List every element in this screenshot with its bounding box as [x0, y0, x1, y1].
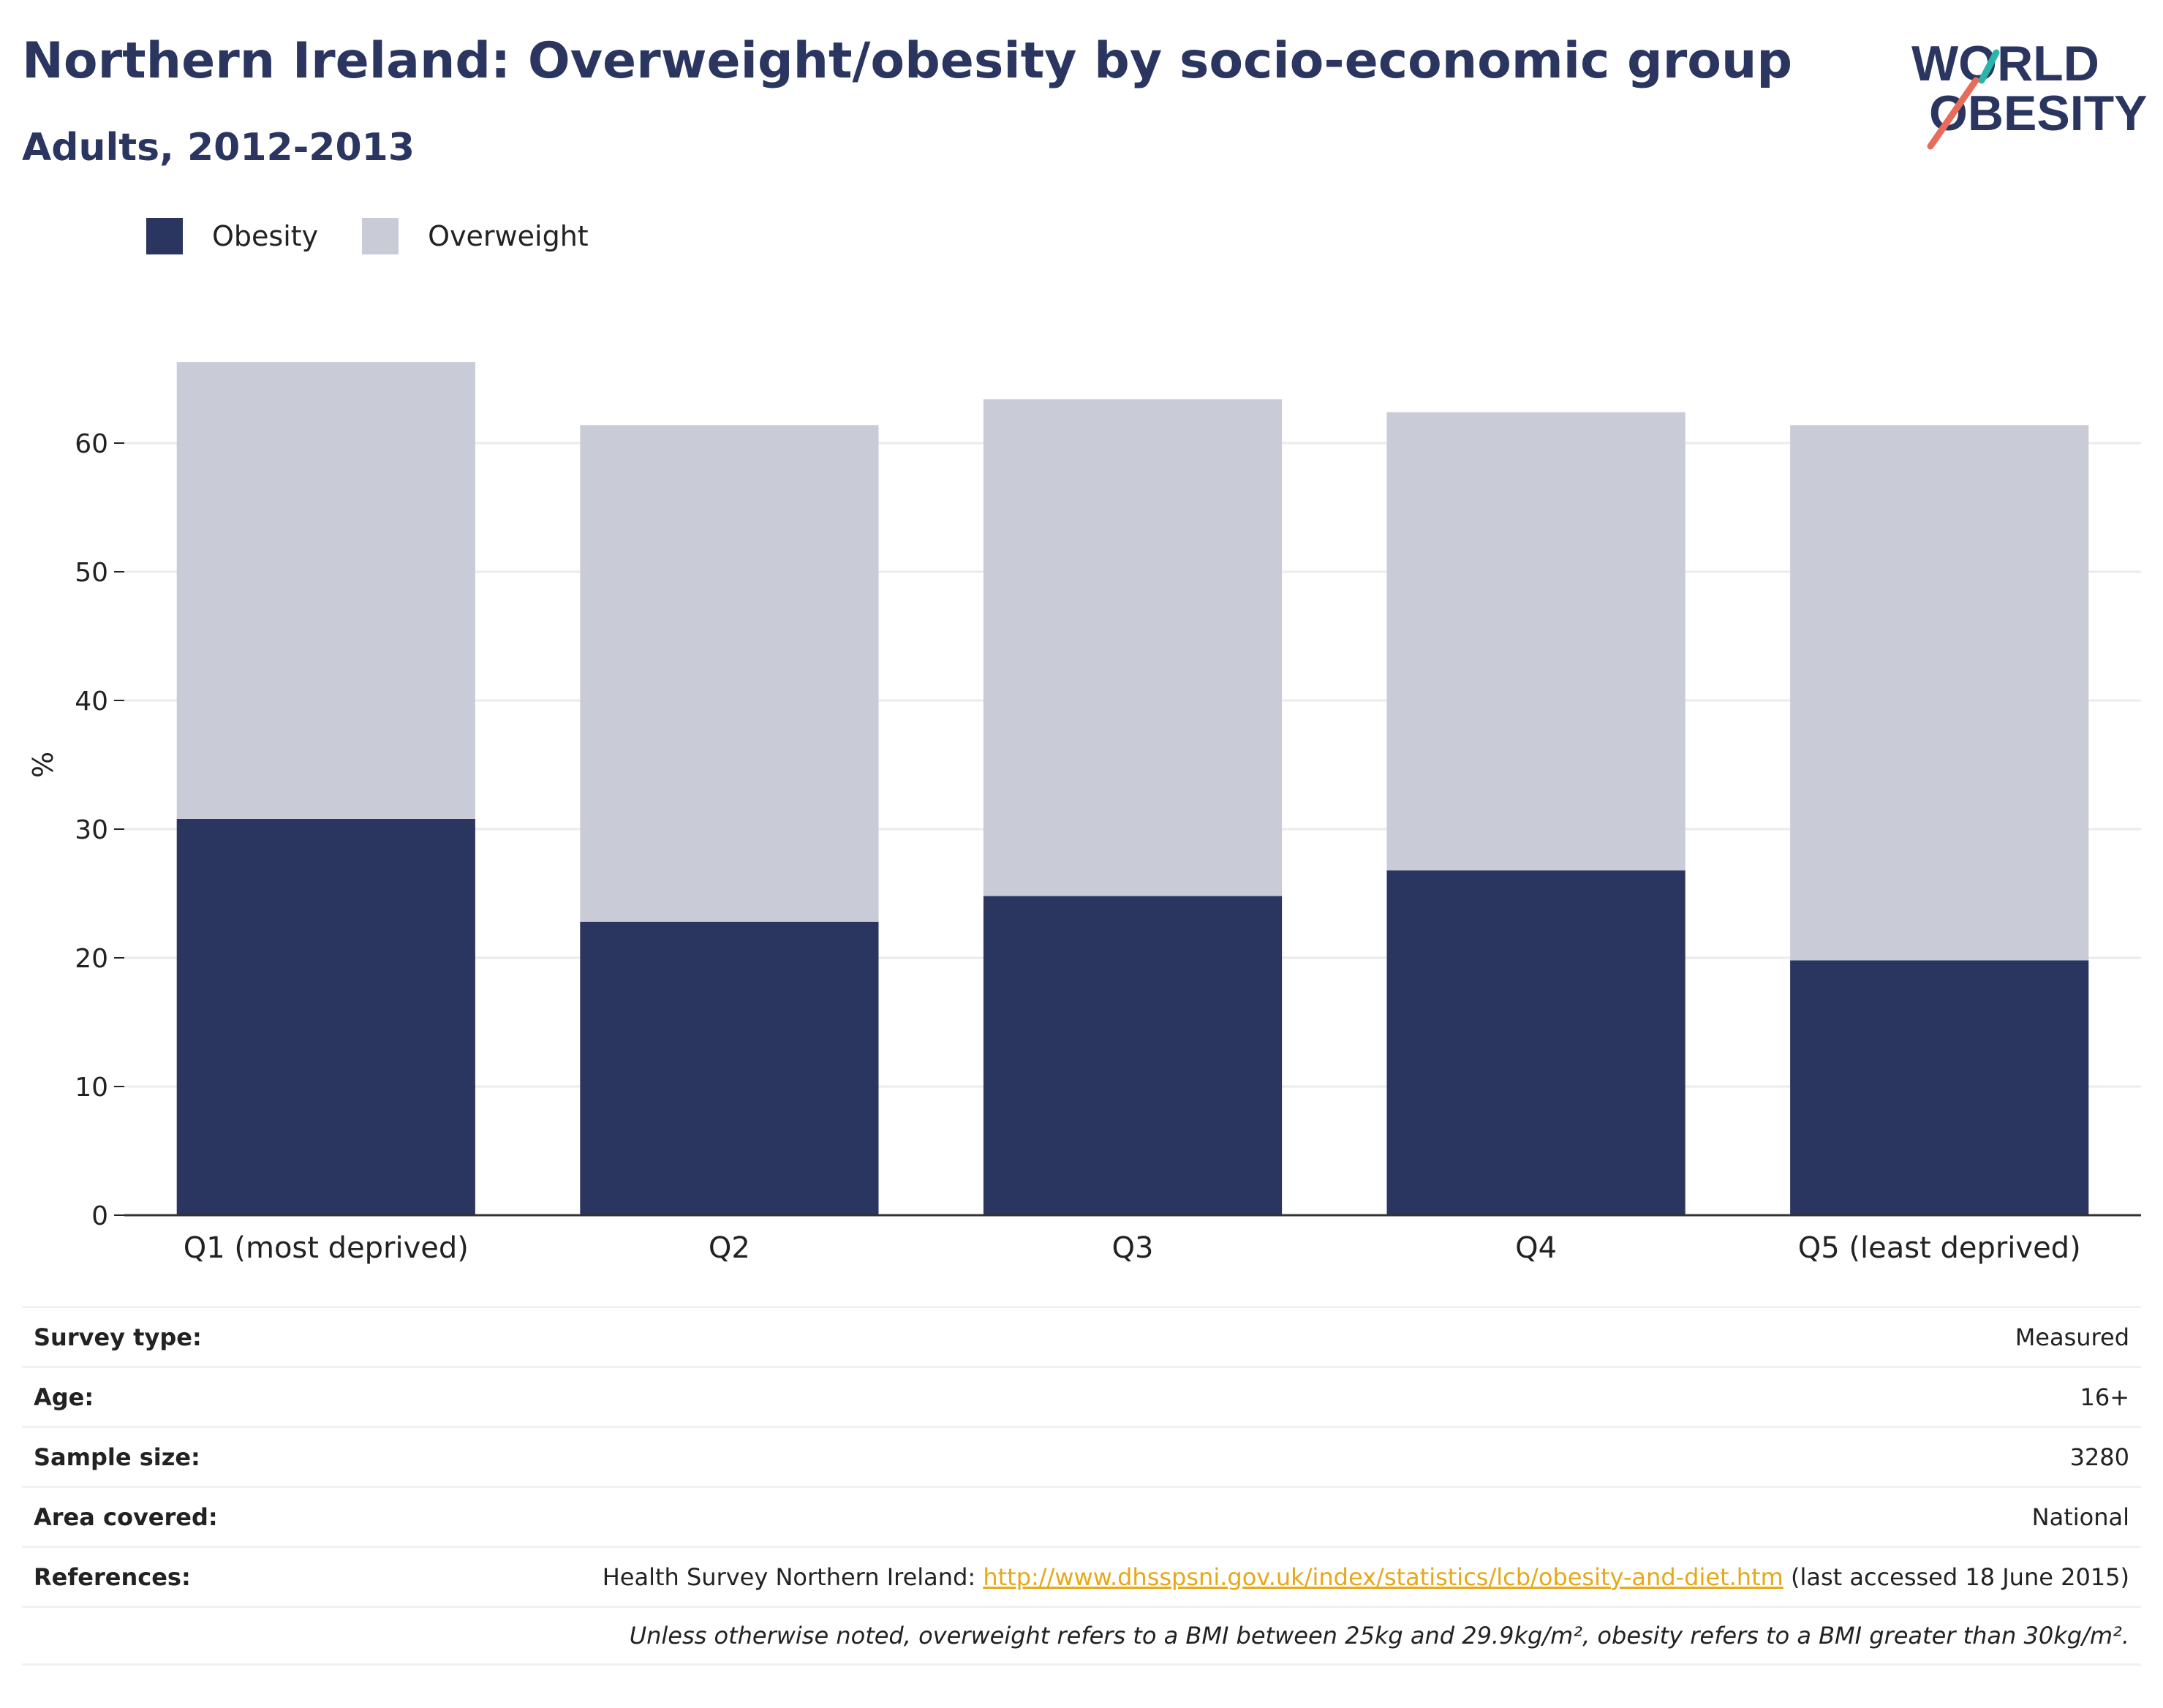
survey-metadata-table: Survey type: Measured Age: 16+ Sample si… [22, 1306, 2141, 1666]
legend-swatch-overweight [362, 218, 399, 254]
legend-label-obesity: Obesity [212, 220, 319, 252]
bar-obesity-4 [1386, 870, 1686, 1215]
bar-obesity-3 [983, 896, 1283, 1215]
sample-size-value: 3280 [2069, 1443, 2129, 1471]
legend-label-overweight: Overweight [428, 220, 589, 252]
y-tick-label-20: 20 [75, 944, 108, 974]
references-suffix: (last accessed 18 June 2015) [1783, 1562, 2129, 1591]
legend-swatch-obesity [146, 218, 183, 254]
page-subtitle: Adults, 2012-2013 [22, 126, 415, 170]
y-tick-label-50: 50 [75, 558, 108, 588]
age-value: 16+ [2080, 1383, 2129, 1411]
x-tick-label-4: Q4 [1515, 1231, 1557, 1265]
meta-row-area: Area covered: National [22, 1486, 2141, 1546]
legend-item-overweight: Overweight [362, 218, 589, 254]
survey-type-label: Survey type: [34, 1323, 202, 1351]
y-tick-label-40: 40 [75, 687, 108, 717]
meta-row-sample-size: Sample size: 3280 [22, 1426, 2141, 1486]
x-tick-label-2: Q2 [709, 1231, 750, 1265]
y-axis-label: % [27, 752, 59, 778]
survey-type-value: Measured [2015, 1323, 2129, 1351]
references-value: Health Survey Northern Ireland: http://w… [603, 1563, 2129, 1591]
world-obesity-logo: WORLD OBESITY [1909, 29, 2150, 154]
legend-item-obesity: Obesity [146, 218, 318, 254]
meta-row-age: Age: 16+ [22, 1366, 2141, 1426]
sample-size-label: Sample size: [34, 1443, 200, 1471]
area-label: Area covered: [34, 1503, 218, 1531]
logo-line1: WORLD [1911, 36, 2099, 91]
bar-obesity-2 [580, 921, 879, 1215]
bar-obesity-5 [1790, 960, 2089, 1215]
x-tick-label-1: Q1 (most deprived) [184, 1231, 469, 1265]
logo-teal-stroke [1978, 49, 2000, 84]
y-tick-label-60: 60 [75, 429, 108, 459]
x-tick-label-5: Q5 (least deprived) [1798, 1231, 2081, 1265]
bar-obesity-1 [176, 818, 475, 1215]
logo-coral-stroke [1927, 77, 1979, 150]
bar-overweight-2 [580, 425, 879, 922]
references-link[interactable]: http://www.dhsspsni.gov.uk/index/statist… [983, 1562, 1783, 1591]
y-tick-label-0: 0 [91, 1201, 108, 1231]
y-tick-label-10: 10 [75, 1073, 108, 1103]
meta-row-references: References: Health Survey Northern Irela… [22, 1546, 2141, 1606]
meta-row-note: Unless otherwise noted, overweight refer… [22, 1606, 2141, 1666]
chart-legend: Obesity Overweight [146, 218, 633, 254]
area-value: National [2031, 1503, 2129, 1531]
stacked-bar-chart: 0 10 20 30 40 50 60% Q1 (most deprived) Q2 Q3 Q4 Q5… [27, 362, 2141, 1265]
references-prefix: Health Survey Northern Ireland: [602, 1562, 984, 1591]
x-tick-label-3: Q3 [1112, 1231, 1154, 1265]
bar-overweight-4 [1386, 412, 1686, 871]
meta-row-survey-type: Survey type: Measured [22, 1306, 2141, 1366]
bar-overweight-3 [983, 399, 1283, 896]
bar-overweight-1 [176, 362, 475, 819]
references-label: References: [34, 1562, 191, 1591]
bmi-definition-note: Unless otherwise noted, overweight refer… [629, 1622, 2129, 1650]
page-title: Northern Ireland: Overweight/obesity by … [22, 32, 1793, 90]
y-tick-label-30: 30 [75, 815, 108, 845]
age-label: Age: [34, 1383, 94, 1411]
bar-overweight-5 [1790, 425, 2089, 961]
